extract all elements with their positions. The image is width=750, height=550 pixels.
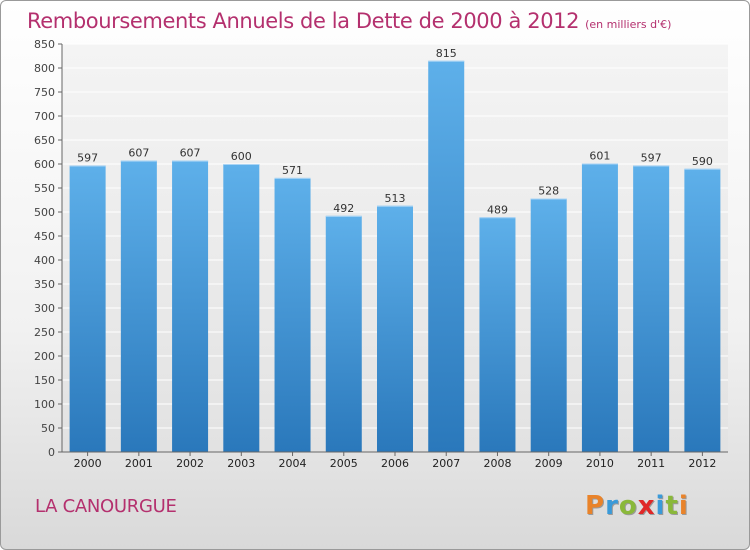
- y-tick-label: 350: [34, 278, 55, 291]
- bar-2000: [69, 165, 106, 452]
- y-tick-label: 800: [34, 62, 55, 75]
- bar-2012: [684, 168, 721, 453]
- x-tick-label: 2005: [330, 457, 358, 470]
- chart-title-text: Remboursements Annuels de la Dette de 20…: [27, 9, 580, 33]
- y-tick-label: 600: [34, 158, 55, 171]
- logo-letter: P: [585, 491, 606, 521]
- bar-2011: [633, 165, 670, 452]
- bar-2003: [223, 164, 260, 452]
- data-label: 607: [180, 147, 201, 160]
- y-tick-label: 550: [34, 182, 55, 195]
- data-label: 513: [385, 192, 406, 205]
- y-tick-label: 400: [34, 254, 55, 267]
- x-tick-label: 2003: [227, 457, 255, 470]
- logo-letter: i: [655, 491, 666, 521]
- bar-2006: [377, 205, 413, 452]
- axes: 0 50 100 150 200 250 300 350 400 450 500 550 600 650 7…: [34, 38, 728, 470]
- proxiti-logo: Proxiti: [585, 491, 689, 521]
- y-tick-label: 650: [34, 134, 55, 147]
- data-label: 600: [231, 150, 252, 163]
- bar-2008: [479, 217, 516, 452]
- y-tick-label: 700: [34, 110, 55, 123]
- logo-letter: t: [665, 491, 679, 521]
- y-tick-label: 200: [34, 350, 55, 363]
- y-tick-label: 50: [41, 422, 55, 435]
- bar-2002: [172, 160, 209, 452]
- x-tick-label: 2006: [381, 457, 409, 470]
- data-label: 597: [641, 151, 662, 164]
- y-tick-label: 150: [34, 374, 55, 387]
- y-tick-label: 750: [34, 86, 55, 99]
- commune-name: LA CANOURGUE: [35, 496, 177, 517]
- data-label: 528: [538, 185, 559, 198]
- x-tick-label: 2008: [483, 457, 511, 470]
- data-label: 590: [692, 155, 713, 168]
- y-tick-label: 250: [34, 326, 55, 339]
- data-label: 815: [436, 47, 457, 60]
- logo-letter: r: [605, 491, 619, 521]
- bar-2001: [120, 160, 157, 452]
- x-tick-label: 2011: [637, 457, 665, 470]
- y-tick-label: 450: [34, 230, 55, 243]
- x-tick-label: 2000: [74, 457, 102, 470]
- logo-letter: i: [678, 491, 689, 521]
- data-label: 607: [128, 147, 149, 160]
- logo-letter: o: [618, 491, 638, 521]
- bar-2010: [581, 163, 618, 452]
- x-tick-label: 2010: [586, 457, 614, 470]
- chart-subtitle: (en milliers d'€): [585, 18, 672, 31]
- bar-2005: [325, 215, 362, 452]
- y-tick-label: 100: [34, 398, 55, 411]
- y-tick-label: 500: [34, 206, 55, 219]
- data-label: 492: [333, 202, 354, 215]
- x-tick-label: 2009: [535, 457, 563, 470]
- bars: 597 607 607 600 571 492 513 815 489 528 601 597 590: [69, 47, 721, 453]
- data-label: 597: [77, 151, 98, 164]
- data-label: 489: [487, 203, 508, 216]
- data-label: 571: [282, 164, 303, 177]
- data-label: 601: [589, 150, 610, 163]
- x-tick-label: 2001: [125, 457, 153, 470]
- chart-title: Remboursements Annuels de la Dette de 20…: [27, 9, 671, 33]
- y-tick-label: 0: [48, 446, 55, 459]
- logo-letter: x: [637, 491, 656, 521]
- bar-2009: [530, 198, 567, 452]
- bar-2007: [428, 60, 465, 453]
- x-tick-label: 2012: [688, 457, 716, 470]
- x-tick-label: 2002: [176, 457, 204, 470]
- x-tick-label: 2004: [279, 457, 307, 470]
- bar-2004: [274, 177, 311, 453]
- x-tick-label: 2007: [432, 457, 460, 470]
- y-tick-label: 300: [34, 302, 55, 315]
- y-tick-label: 850: [34, 38, 55, 51]
